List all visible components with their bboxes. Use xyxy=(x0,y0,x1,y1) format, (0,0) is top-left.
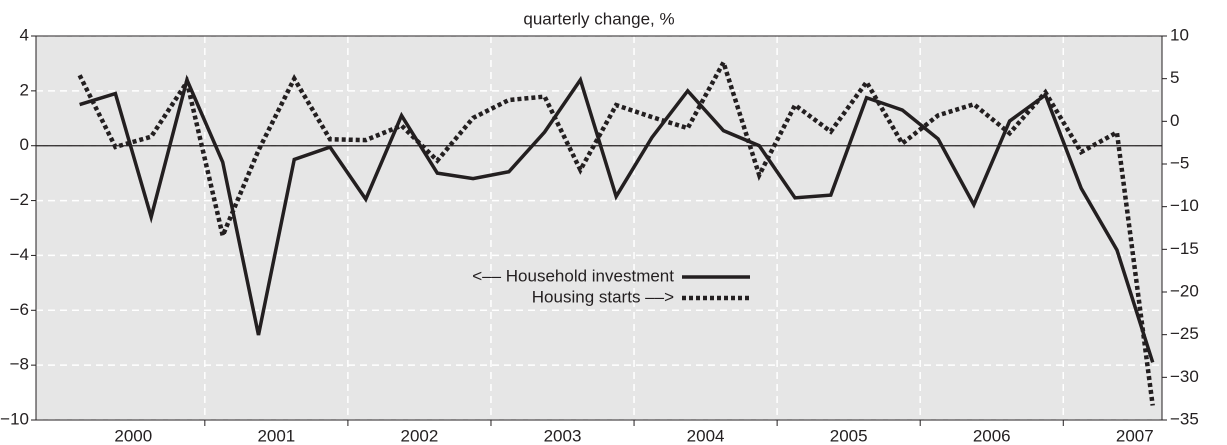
y2-tick-label: 0 xyxy=(1170,111,1179,130)
y-tick-label: 0 xyxy=(20,135,29,154)
y2-tick-label: −20 xyxy=(1170,281,1199,300)
y2-tick-label: −15 xyxy=(1170,239,1199,258)
y2-tick-label: −30 xyxy=(1170,367,1199,386)
y2-tick-label: 5 xyxy=(1170,68,1179,87)
y2-tick-label: −10 xyxy=(1170,196,1199,215)
plot-area xyxy=(36,36,1162,420)
y2-tick-label: −5 xyxy=(1170,153,1189,172)
y-tick-label: −6 xyxy=(10,300,29,319)
y-tick-label: −4 xyxy=(10,245,29,264)
y2-tick-label: 10 xyxy=(1170,25,1189,44)
legend-label: Housing starts ––> xyxy=(532,287,674,306)
y-tick-label: −10 xyxy=(0,409,29,428)
x-tick-label: 2006 xyxy=(973,426,1011,445)
chart-title: quarterly change, % xyxy=(523,9,674,28)
plot-frame xyxy=(35,35,1163,421)
x-tick-label: 2004 xyxy=(687,426,725,445)
y-tick-label: 4 xyxy=(20,25,29,44)
series-line xyxy=(77,56,1155,406)
x-tick-label: 2002 xyxy=(401,426,439,445)
x-tick-label: 2007 xyxy=(1116,426,1154,445)
x-tick-label: 2005 xyxy=(830,426,868,445)
series-line xyxy=(79,74,1155,363)
legend-label: <–– Household investment xyxy=(472,266,674,285)
x-tick-label: 2000 xyxy=(114,426,152,445)
x-tick-label: 2001 xyxy=(257,426,295,445)
y-tick-label: −8 xyxy=(10,355,29,374)
y2-tick-label: −25 xyxy=(1170,324,1199,343)
y-tick-label: −2 xyxy=(10,190,29,209)
y2-tick-label: −35 xyxy=(1170,409,1199,428)
y-tick-label: 2 xyxy=(20,80,29,99)
x-tick-label: 2003 xyxy=(544,426,582,445)
